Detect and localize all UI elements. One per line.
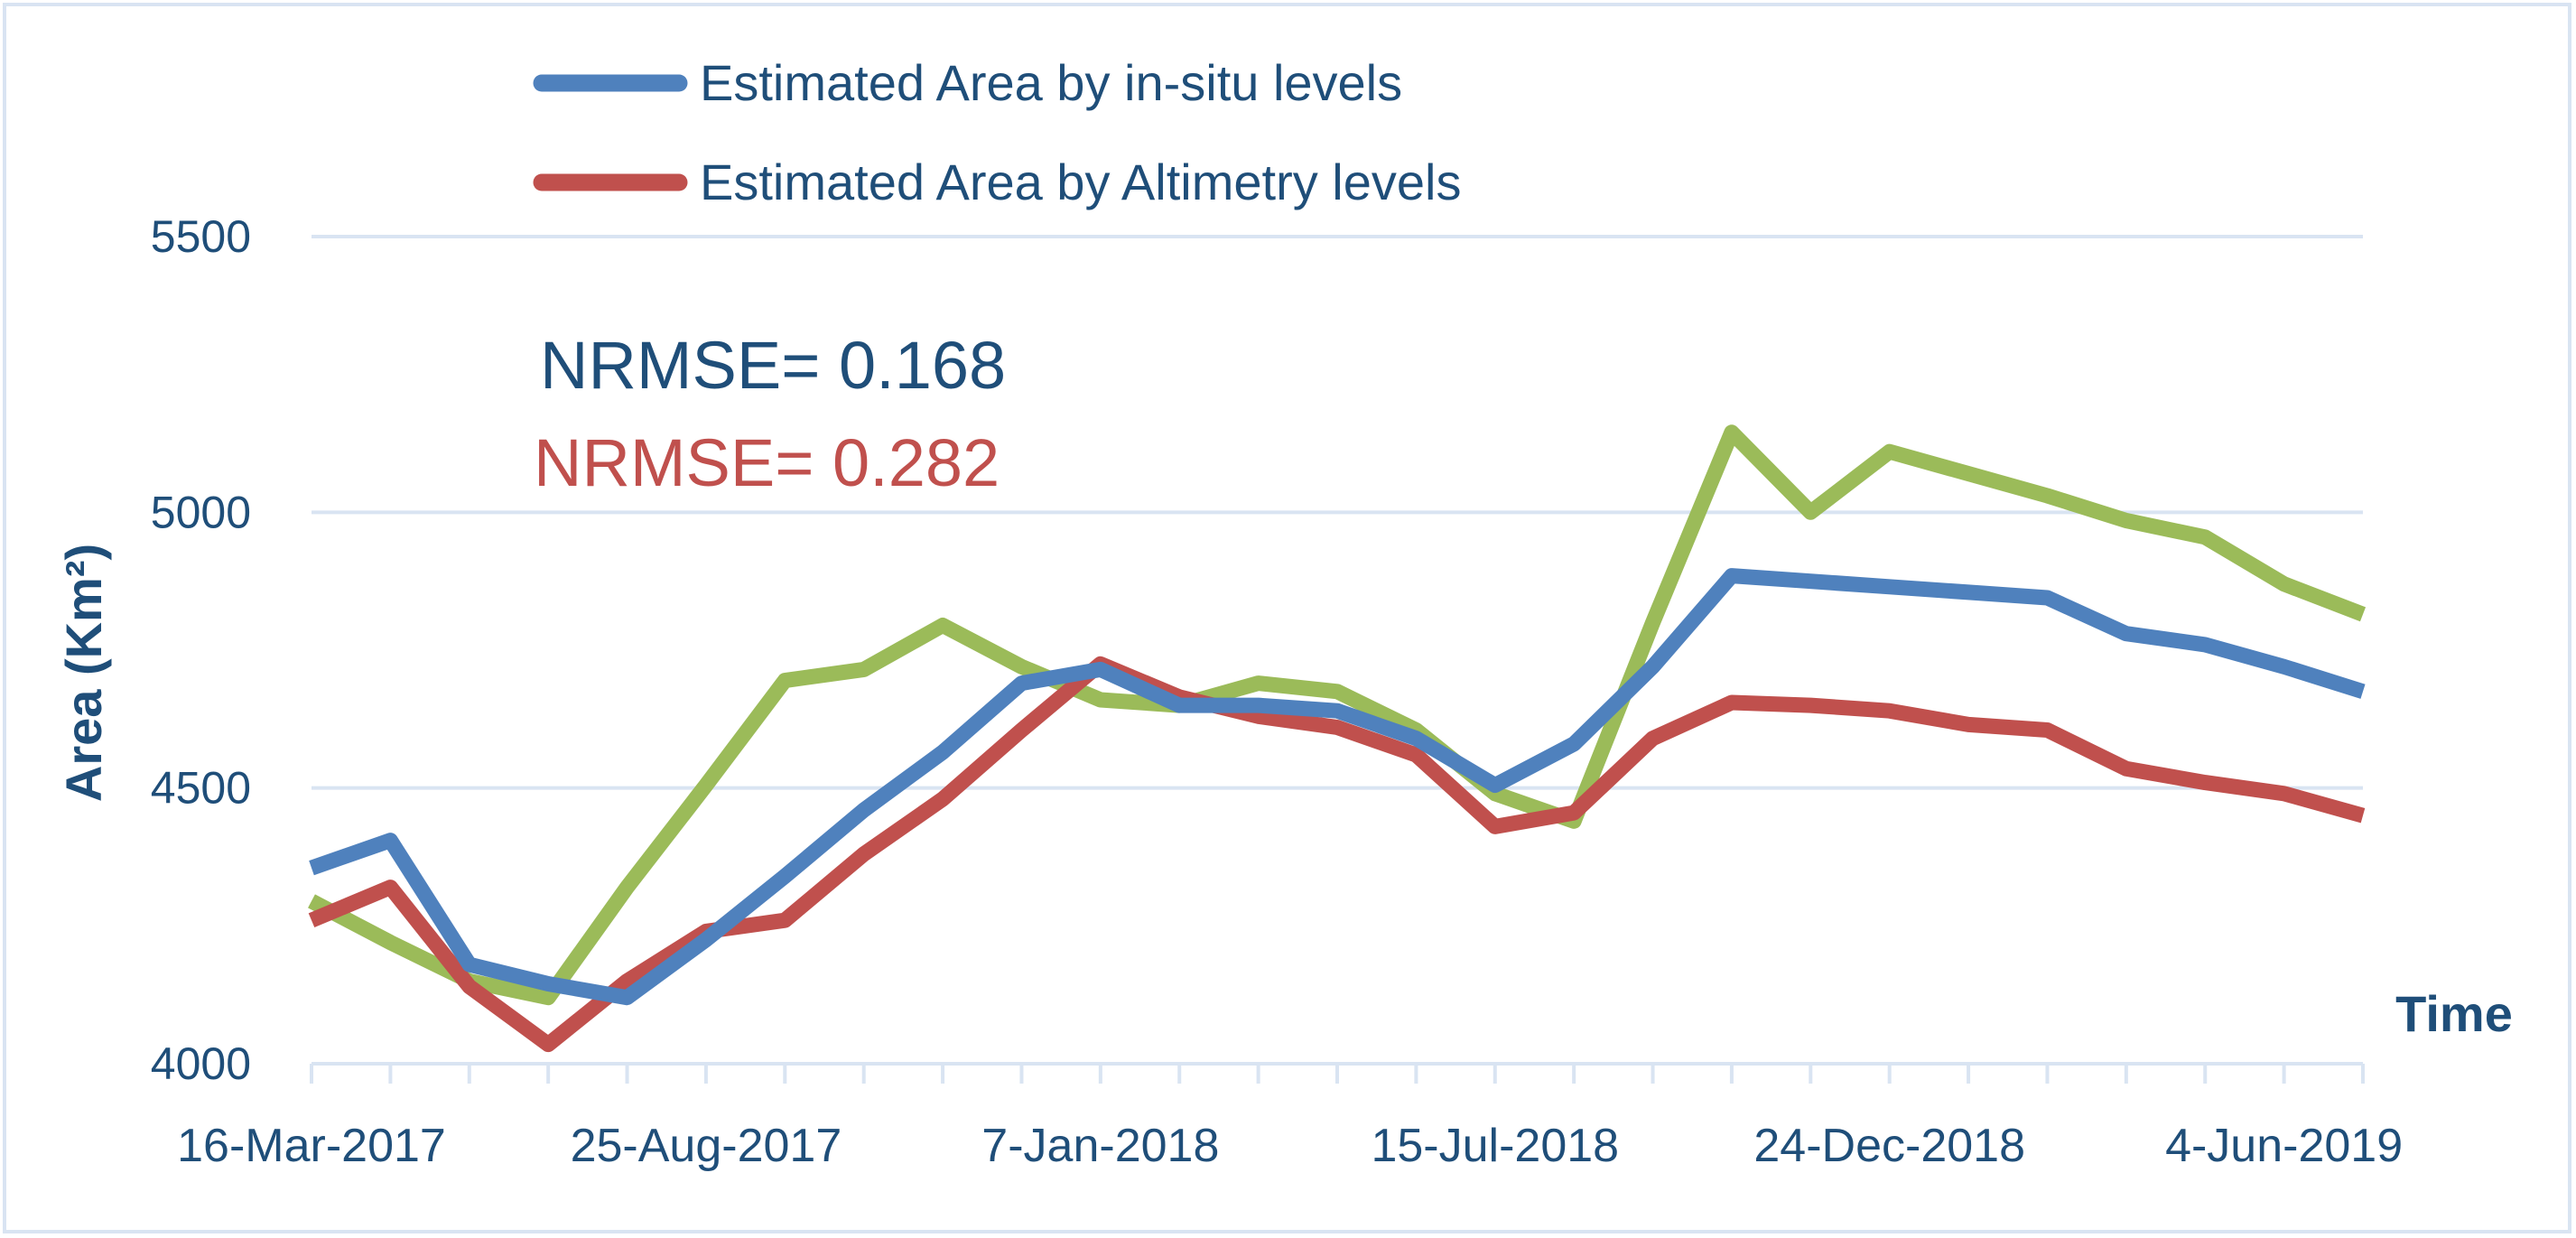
x-axis: [310, 1062, 2365, 1084]
annotations: NRMSE= 0.168 NRMSE= 0.282: [534, 328, 1006, 500]
x-axis-title: Time: [2395, 985, 2513, 1042]
nrmse-annotation: NRMSE= 0.282: [534, 425, 1000, 500]
y-tick-label: 5500: [151, 211, 251, 262]
nrmse-annotation: NRMSE= 0.168: [540, 328, 1006, 403]
y-tick-label: 4500: [151, 763, 251, 814]
series-line-2: [308, 656, 2366, 1053]
x-tick-label: 25-Aug-2017: [571, 1120, 842, 1172]
legend-label: Estimated Area by in-situ levels: [700, 54, 1402, 111]
series-lines: [308, 424, 2367, 1053]
x-tick-labels: 16-Mar-2017 25-Aug-2017 7-Jan-2018 15-Jul-2…: [177, 1120, 2403, 1172]
x-tick-label: 15-Jul-2018: [1371, 1120, 1619, 1172]
series-line-3: [308, 424, 2367, 1006]
chart-frame: [3, 3, 2571, 1233]
y-tick-label: 5000: [151, 487, 251, 537]
x-tick-label: 24-Dec-2018: [1753, 1120, 2025, 1172]
legend-label: Estimated Area by Altimetry levels: [700, 154, 1461, 210]
y-tick-label: 4000: [151, 1038, 251, 1089]
x-tick-label: 7-Jan-2018: [981, 1120, 1219, 1172]
x-tick-label: 16-Mar-2017: [177, 1120, 446, 1172]
x-tick-label: 4-Jun-2019: [2165, 1120, 2403, 1172]
y-axis-title: Area (Km²): [55, 544, 112, 802]
series-line-1: [309, 568, 2366, 1006]
y-axis: 4000 4500 5000 5500: [151, 211, 251, 1089]
gridlines: [312, 235, 2363, 790]
legend: Estimated Area by in-situ levels Estimate…: [533, 54, 1461, 210]
